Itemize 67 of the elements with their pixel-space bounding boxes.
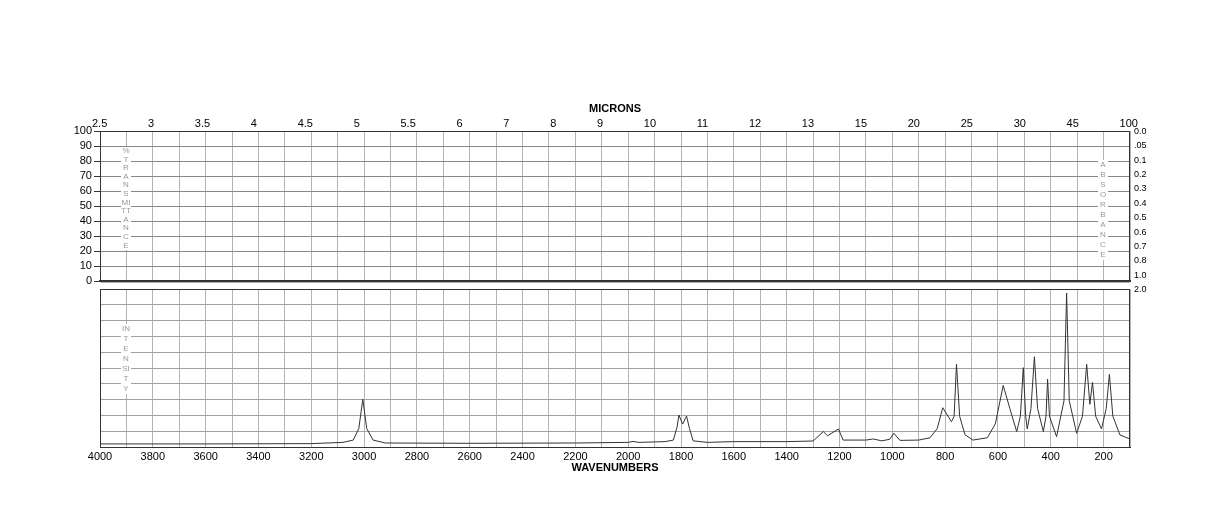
x-tick-label: 3200	[299, 449, 324, 462]
text: 5.5	[400, 117, 416, 129]
text: 0.8	[1134, 255, 1147, 266]
x-tick-label: 3400	[246, 449, 271, 462]
text: 25	[960, 117, 973, 129]
text: 3.5	[194, 117, 211, 129]
x-tick-label: 2600	[457, 449, 482, 462]
x-tick-label: 2200	[563, 449, 588, 462]
y-tick-label: 50	[79, 199, 92, 212]
y-tick-label: 60	[79, 184, 92, 197]
x-tick-label: 400	[1041, 449, 1060, 462]
text: 11	[696, 117, 709, 129]
y-tick-label: 40	[79, 214, 92, 227]
text: 3	[148, 117, 155, 129]
text: 8	[550, 117, 557, 129]
text: 0.4	[1134, 197, 1147, 208]
y-tick-label: 80	[79, 154, 92, 167]
text: 6	[456, 117, 463, 129]
text: 0.7	[1134, 240, 1147, 251]
text: 2.0	[1134, 283, 1147, 294]
x-axis-title: WAVENUMBERS	[571, 461, 659, 474]
x-tick-label: 3600	[193, 449, 218, 462]
x-tick-label: 1000	[880, 449, 905, 462]
text: .05	[1134, 140, 1147, 151]
x-tick-label: 600	[988, 449, 1008, 462]
y-tick-label: 90	[79, 139, 92, 152]
x-tick-label: 200	[1094, 449, 1113, 462]
text: 0.1	[1134, 154, 1147, 165]
x-tick-label: 3000	[351, 449, 377, 462]
y-tick-label: 100	[73, 124, 92, 137]
text: %TRANSMITTANCE	[121, 146, 131, 250]
text: 4.5	[297, 117, 313, 129]
y-tick-label: 30	[79, 229, 92, 242]
y-tick-label: 0	[85, 274, 92, 287]
text: 5	[353, 117, 360, 129]
text: 0.2	[1134, 169, 1147, 180]
x-tick-label: 3800	[140, 449, 166, 462]
x2-axis-title: MICRONS	[589, 101, 641, 114]
text: 13	[801, 117, 815, 129]
y-tick-label: 70	[79, 169, 92, 182]
x-tick-label: 1600	[721, 449, 747, 462]
text: 20	[907, 117, 920, 129]
y-tick-label: 10	[79, 259, 92, 272]
text: 2.5	[92, 117, 108, 129]
text: 9	[596, 117, 604, 129]
x-tick-label: 800	[935, 449, 955, 462]
x-tick-label: 2000	[615, 449, 641, 462]
text: 10	[643, 117, 657, 129]
text: 0.3	[1134, 183, 1147, 194]
text: 1.0	[1134, 269, 1147, 280]
text: 4	[250, 117, 257, 129]
x-tick-label: 1200	[827, 449, 852, 462]
text: ABSORBANCE	[1099, 160, 1107, 259]
text: 12	[748, 117, 762, 129]
y-tick-label: 20	[79, 244, 92, 257]
x-tick-label: 2400	[510, 449, 535, 462]
text: 0.5	[1134, 212, 1147, 223]
x-tick-label: 1400	[774, 449, 799, 462]
text: 7	[503, 117, 510, 129]
text: 15	[854, 117, 868, 129]
x-tick-label: 4000	[87, 449, 113, 462]
x-tick-label: 2800	[404, 449, 430, 462]
text: 0.6	[1134, 226, 1147, 237]
x-tick-label: 1800	[668, 449, 694, 462]
text: 30	[1013, 117, 1026, 129]
y-axis-title: INTENSITY	[121, 324, 131, 394]
text: 45	[1066, 117, 1079, 129]
